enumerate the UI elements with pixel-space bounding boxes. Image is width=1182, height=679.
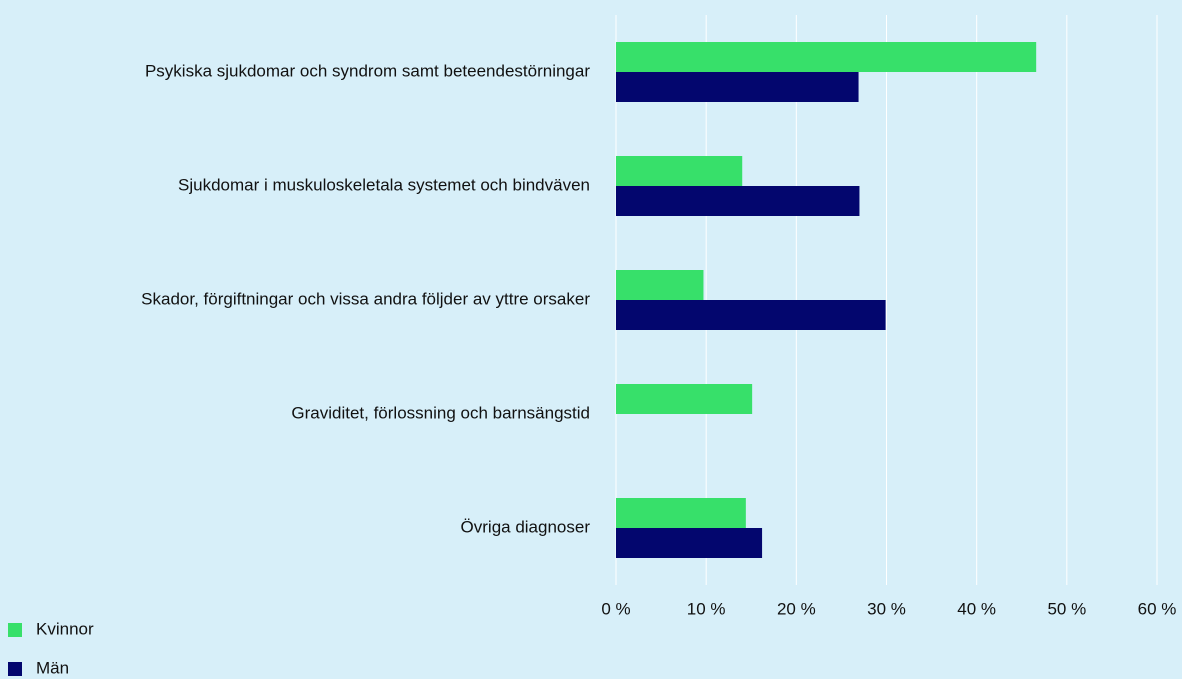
bar xyxy=(616,498,746,528)
x-tick-label: 60 % xyxy=(1138,599,1177,618)
bar xyxy=(616,300,886,330)
x-tick-label: 30 % xyxy=(867,599,906,618)
legend-label: Män xyxy=(36,658,69,677)
y-tick-label: Psykiska sjukdomar och syndrom samt bete… xyxy=(145,61,590,80)
x-tick-label: 50 % xyxy=(1047,599,1086,618)
x-tick-label: 10 % xyxy=(687,599,726,618)
legend-swatch xyxy=(8,623,22,637)
bar xyxy=(616,42,1037,72)
bar xyxy=(616,156,743,186)
bar xyxy=(616,72,859,102)
x-tick-label: 20 % xyxy=(777,599,816,618)
bar xyxy=(616,384,753,414)
y-tick-label: Övriga diagnoser xyxy=(461,517,591,536)
y-tick-label: Sjukdomar i muskuloskeletala systemet oc… xyxy=(178,175,590,194)
y-tick-label: Graviditet, förlossning och barnsängstid xyxy=(291,403,590,422)
bar xyxy=(616,528,763,558)
x-tick-label: 40 % xyxy=(957,599,996,618)
bar xyxy=(616,186,860,216)
bar xyxy=(616,270,704,300)
x-tick-label: 0 % xyxy=(601,599,630,618)
legend-label: Kvinnor xyxy=(36,619,94,638)
y-tick-label: Skador, förgiftningar och vissa andra fö… xyxy=(141,289,590,308)
legend-swatch xyxy=(8,662,22,676)
